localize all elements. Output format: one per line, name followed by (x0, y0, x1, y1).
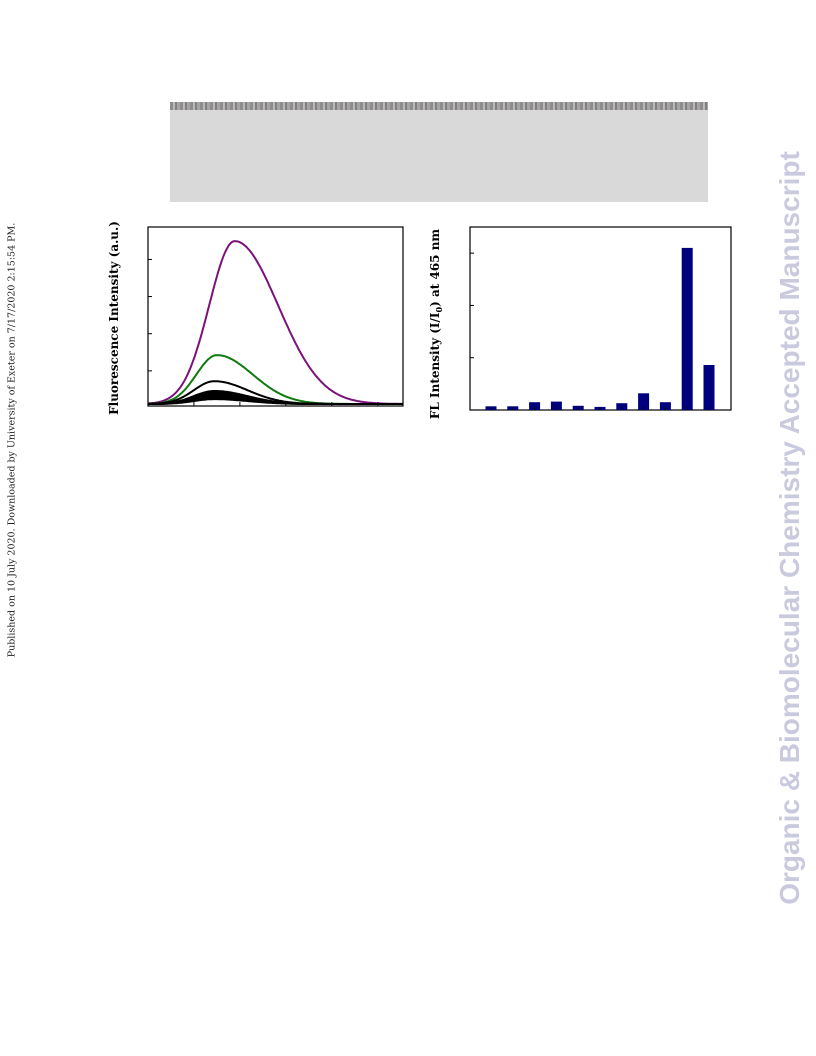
chart2-bar (681, 247, 693, 410)
chart1-series-line (147, 240, 403, 405)
chart1-series-line (148, 398, 403, 405)
header-banner (170, 102, 708, 202)
chart2-bar (529, 402, 541, 410)
chart2-bar (638, 393, 650, 410)
chart1-series-line (148, 354, 403, 405)
chart2-bar (616, 403, 628, 410)
chart2-bar (550, 401, 562, 410)
chart1-frame (147, 226, 404, 407)
banner-strip (170, 102, 708, 110)
chart2-bar (659, 402, 671, 410)
chart2-bar (703, 365, 715, 410)
fluorescence-spectra-chart (147, 226, 404, 407)
fl-intensity-bar-chart (469, 226, 732, 411)
